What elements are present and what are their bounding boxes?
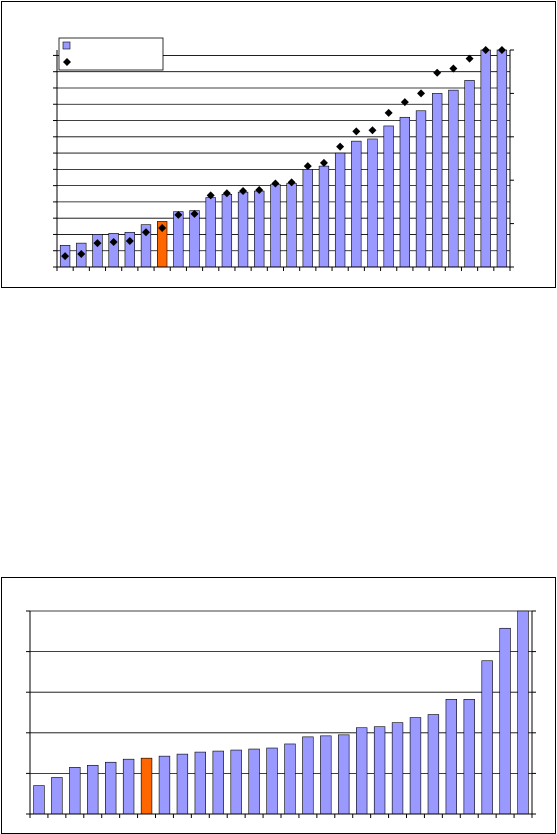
bar-chart-bottom	[26, 610, 536, 818]
legend	[58, 37, 164, 71]
bar	[355, 727, 368, 815]
marker-point	[174, 210, 183, 219]
marker-point	[481, 46, 490, 54]
bar	[351, 140, 362, 268]
bar	[415, 110, 427, 268]
bar	[480, 49, 491, 268]
bar	[173, 211, 184, 268]
marker-point	[206, 191, 215, 200]
bar	[266, 747, 278, 815]
bar	[254, 190, 265, 268]
bar	[445, 699, 458, 815]
bar	[237, 191, 249, 268]
bar	[496, 49, 508, 268]
marker-point	[400, 98, 409, 107]
bar	[427, 714, 440, 815]
bar	[302, 169, 313, 268]
bar	[432, 93, 443, 268]
bar	[189, 210, 200, 268]
bar	[463, 699, 475, 815]
marker-point	[125, 236, 134, 245]
bar	[51, 777, 63, 815]
marker-point	[497, 46, 506, 54]
marker-point	[417, 89, 426, 98]
bar	[87, 764, 99, 815]
marker-point	[141, 228, 150, 237]
bar	[248, 748, 260, 815]
marker-point	[77, 249, 86, 258]
marker-point	[271, 179, 280, 188]
chart-panel-bottom	[1, 577, 556, 834]
marker-point	[352, 127, 361, 136]
bar	[517, 610, 529, 815]
bar	[383, 125, 394, 268]
marker-point	[368, 126, 377, 135]
legend-bar-swatch	[62, 41, 71, 50]
bar	[176, 753, 189, 815]
marker-point	[93, 239, 102, 248]
bar	[338, 734, 350, 815]
marker-point	[61, 252, 70, 261]
bar	[230, 749, 242, 815]
bar	[373, 726, 386, 815]
bar	[140, 757, 153, 815]
bar	[318, 165, 330, 268]
bar	[194, 751, 206, 815]
bar	[158, 755, 171, 815]
chart-panel-top	[1, 1, 556, 288]
bar	[286, 183, 297, 268]
bar	[334, 152, 346, 268]
marker-point	[336, 142, 345, 151]
bar	[302, 736, 314, 815]
bar	[409, 717, 422, 815]
legend-marker-swatch	[63, 58, 71, 66]
bar	[448, 89, 459, 268]
bar	[399, 116, 410, 268]
bar-chart-top	[53, 37, 514, 271]
bar	[221, 194, 233, 268]
bar	[499, 627, 511, 815]
bar	[391, 722, 404, 815]
bar	[270, 184, 281, 268]
marker-point	[158, 223, 167, 232]
bar	[212, 750, 224, 815]
bar	[69, 767, 81, 815]
marker-point	[319, 158, 328, 167]
bar	[105, 761, 117, 815]
bar	[464, 80, 475, 268]
bar	[284, 743, 296, 815]
bar	[367, 138, 378, 268]
marker-point	[190, 209, 199, 218]
bar	[481, 660, 493, 815]
marker-point	[433, 68, 442, 77]
marker-point	[255, 185, 264, 194]
marker-point	[384, 108, 393, 117]
bar	[205, 197, 216, 268]
marker-point	[465, 54, 474, 63]
bar	[33, 785, 45, 815]
marker-point	[303, 162, 312, 171]
bar	[122, 758, 135, 815]
marker-point	[109, 238, 118, 247]
legend-box	[58, 37, 164, 71]
marker-point	[222, 189, 231, 198]
marker-point	[239, 187, 248, 196]
marker-point	[449, 64, 458, 73]
bar	[320, 735, 332, 815]
marker-point	[287, 178, 296, 187]
